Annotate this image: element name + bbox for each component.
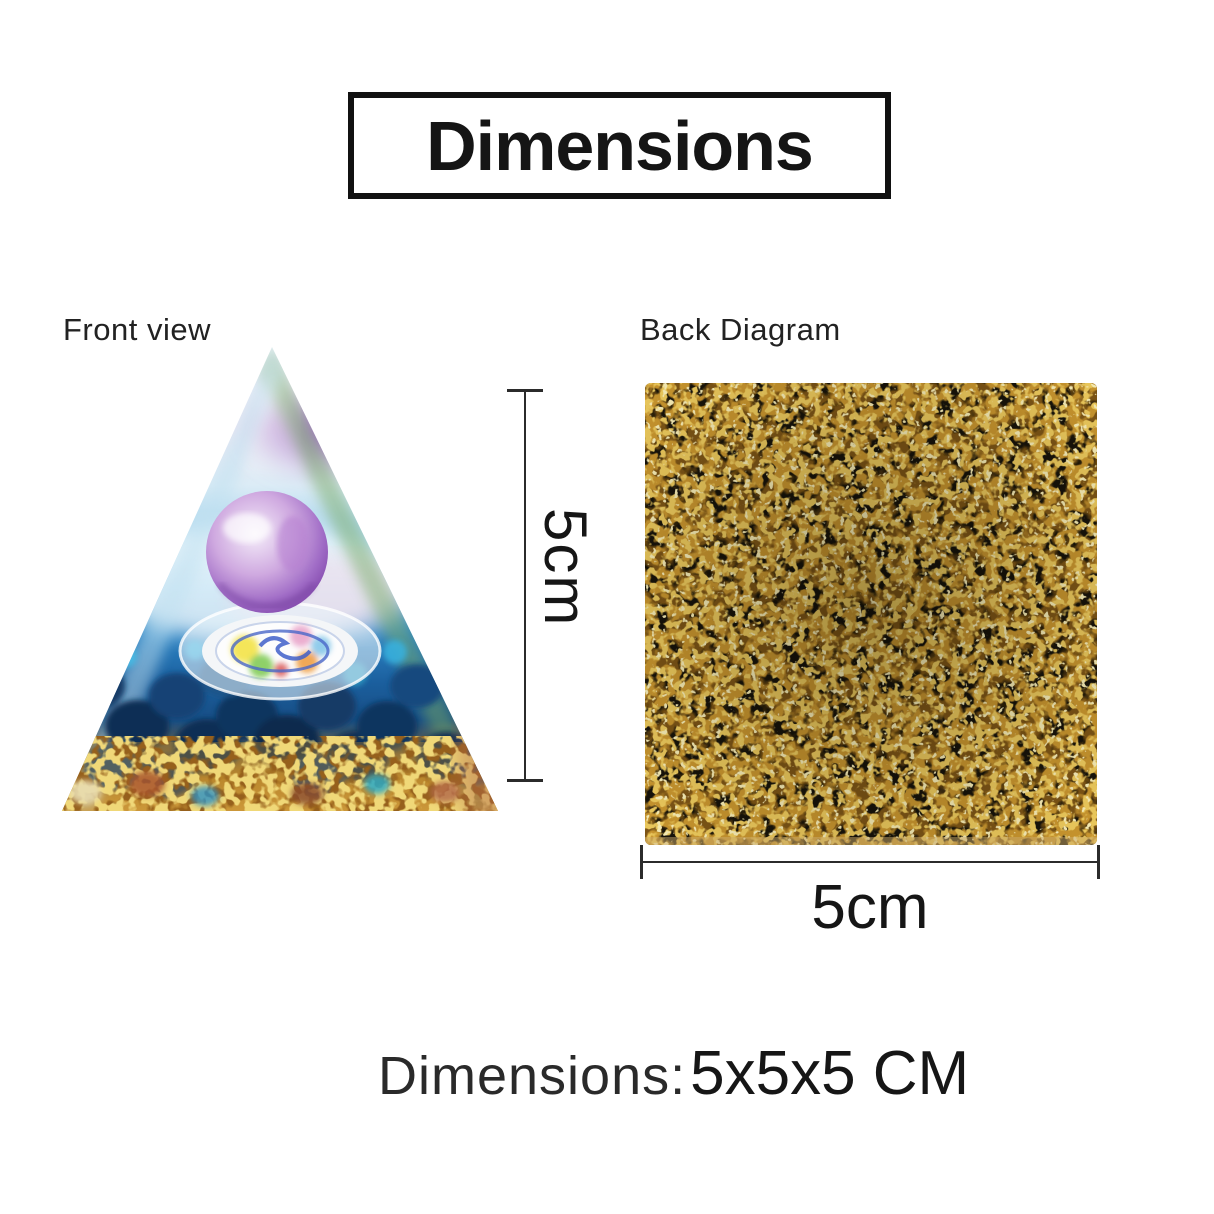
back-diagram-photo (645, 383, 1097, 845)
height-dimension-cap-bottom (507, 779, 543, 782)
width-dimension-line (640, 861, 1100, 863)
width-dimension-cap-right (1097, 845, 1100, 879)
height-dimension-label: 5cm (532, 508, 599, 628)
height-dimension-cap-top (507, 389, 543, 392)
width-dimension-cap-left (640, 845, 643, 879)
width-dimension-label: 5cm (811, 873, 929, 942)
back-diagram-label: Back Diagram (640, 312, 841, 347)
dimensions-summary-value: 5x5x5 CM (690, 1039, 970, 1108)
dimensions-summary: Dimensions: 5x5x5 CM (378, 1038, 969, 1109)
front-view-photo (62, 347, 498, 811)
title-box: Dimensions (348, 92, 891, 199)
page-title: Dimensions (426, 106, 814, 185)
front-view-label: Front view (63, 312, 211, 347)
height-dimension-line (524, 390, 526, 781)
dimensions-summary-label: Dimensions: (378, 1046, 687, 1106)
